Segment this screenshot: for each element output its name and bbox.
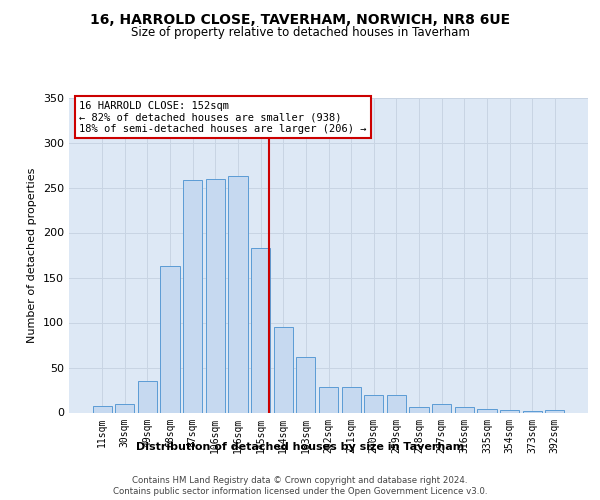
Bar bbox=[251, 248, 270, 412]
Bar bbox=[183, 180, 202, 412]
Bar bbox=[409, 407, 428, 412]
Bar bbox=[138, 381, 157, 412]
Bar bbox=[477, 409, 497, 412]
Text: 16, HARROLD CLOSE, TAVERHAM, NORWICH, NR8 6UE: 16, HARROLD CLOSE, TAVERHAM, NORWICH, NR… bbox=[90, 12, 510, 26]
Bar bbox=[500, 410, 519, 412]
Bar bbox=[296, 356, 316, 412]
Bar bbox=[229, 176, 248, 412]
Text: Contains HM Land Registry data © Crown copyright and database right 2024.: Contains HM Land Registry data © Crown c… bbox=[132, 476, 468, 485]
Bar bbox=[92, 406, 112, 412]
Text: Size of property relative to detached houses in Taverham: Size of property relative to detached ho… bbox=[131, 26, 469, 39]
Bar bbox=[387, 396, 406, 412]
Bar bbox=[545, 410, 565, 412]
Text: Contains public sector information licensed under the Open Government Licence v3: Contains public sector information licen… bbox=[113, 487, 487, 496]
Bar bbox=[160, 266, 180, 412]
Text: 16 HARROLD CLOSE: 152sqm
← 82% of detached houses are smaller (938)
18% of semi-: 16 HARROLD CLOSE: 152sqm ← 82% of detach… bbox=[79, 100, 367, 134]
Bar bbox=[364, 396, 383, 412]
Bar bbox=[455, 407, 474, 412]
Y-axis label: Number of detached properties: Number of detached properties bbox=[28, 168, 37, 342]
Bar bbox=[341, 388, 361, 412]
Bar bbox=[206, 178, 225, 412]
Bar bbox=[115, 404, 134, 412]
Bar bbox=[523, 410, 542, 412]
Bar bbox=[274, 327, 293, 412]
Bar bbox=[319, 388, 338, 412]
Bar bbox=[432, 404, 451, 412]
Text: Distribution of detached houses by size in Taverham: Distribution of detached houses by size … bbox=[136, 442, 464, 452]
